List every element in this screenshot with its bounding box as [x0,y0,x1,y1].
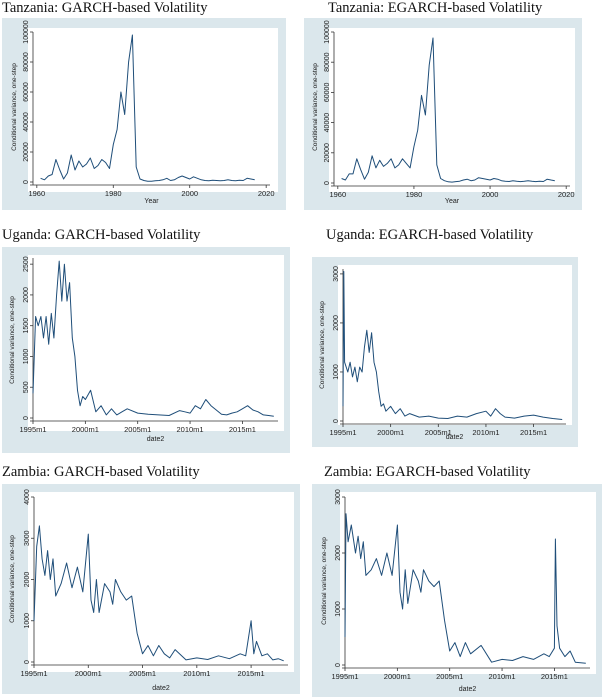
x-tick-label: 1960 [329,190,346,199]
y-tick-label: 2000 [24,572,31,588]
x-tick-label: 2015m1 [541,672,568,681]
y-tick-label: 1000 [24,613,31,629]
chart-title: Tanzania: GARCH-based Volatility [2,0,208,16]
x-tick-label: 1995m1 [20,669,47,678]
chart-panel-uganda-egarch: Uganda: EGARCH-based Volatility 0 1000 200… [302,225,604,457]
series-line [33,525,284,662]
y-tick-label: 100000 [23,20,30,43]
series-line [342,271,563,420]
chart-svg: 0 20000 40000 60000 80000 100000 1960 1980 2000 2… [11,20,275,205]
x-tick-label: 2000m1 [75,669,102,678]
chart-panel-tanzania-garch: Tanzania: GARCH-based Volatility 0 20000 4… [0,0,302,215]
y-tick-label: 0 [335,663,342,667]
y-tick-label: 2000 [23,287,30,303]
y-tick-label: 1500 [23,318,30,334]
y-tick-label: 4000 [24,489,31,505]
x-tick-label: 1980 [105,189,122,198]
x-tick-label: 2000m1 [377,428,404,437]
y-tick-label: 1000 [333,364,340,380]
chart-svg: 0 1000 2000 3000 4000 1995m1 2000m1 2005m1 2010m… [9,489,288,692]
series-line [40,34,255,182]
chart-title: Zambia: GARCH-based Volatility [2,464,200,480]
y-tick-label: 0 [23,180,30,184]
x-tick-label: 2015m1 [520,428,547,437]
x-tick-label: 2000m1 [384,672,411,681]
x-tick-label: 2005m1 [124,425,151,434]
x-axis-label: date2 [459,686,477,693]
x-tick-label: 2005m1 [129,669,156,678]
y-tick-label: 0 [23,416,30,420]
y-tick-label: 40000 [324,113,331,133]
chart-title: Zambia: EGARCH-based Volatility [324,464,531,480]
y-tick-label: 80000 [23,52,30,72]
x-tick-label: 2000 [181,189,198,198]
x-tick-label: 2005m1 [436,672,463,681]
y-tick-label: 3000 [24,530,31,546]
y-tick-label: 1000 [335,601,342,617]
chart-title: Uganda: GARCH-based Volatility [2,227,201,243]
plot-area [338,265,572,425]
series-line [341,37,555,183]
plot-area [28,492,294,672]
chart-title: Tanzania: EGARCH-based Volatility [328,0,543,16]
series-line [344,513,586,664]
y-tick-label: 60000 [23,82,30,102]
y-tick-label: 20000 [324,143,331,163]
y-tick-label: 2000 [333,315,340,331]
x-tick-label: 2000 [482,190,499,199]
y-axis-label: Conditional variance, one-step [312,63,319,151]
y-tick-label: 0 [333,419,340,423]
x-tick-label: 1960 [28,189,45,198]
y-tick-label: 2000 [335,545,342,561]
y-tick-label: 100000 [324,20,331,43]
y-tick-label: 0 [324,181,331,185]
x-tick-label: 2010m1 [183,669,210,678]
chart-panel-zambia-garch: Zambia: GARCH-based Volatility 0 1000 2000… [0,462,302,699]
y-axis-label: Conditional variance, one-step [319,301,326,389]
y-axis-label: Conditional variance, one-step [9,296,16,384]
chart-panel-uganda-garch: Uganda: GARCH-based Volatility 0 500 1000 1… [0,225,302,457]
y-tick-label: 80000 [324,52,331,72]
plot-area [28,255,284,431]
x-axis-label: date2 [152,685,170,692]
y-tick-label: 60000 [324,83,331,103]
x-tick-label: 2010m1 [176,425,203,434]
x-tick-label: 2010m1 [488,672,515,681]
x-tick-label: 2005m1 [425,428,452,437]
chart-svg: 0 1000 2000 3000 1995m1 2000m1 2005m1 2010m1 201… [321,489,590,693]
y-tick-label: 0 [24,660,31,664]
x-tick-label: 2000m1 [72,425,99,434]
y-tick-label: 20000 [23,142,30,162]
chart-title: Uganda: EGARCH-based Volatility [326,227,534,243]
x-axis-label: Year [445,198,460,205]
x-tick-label: 1995m1 [331,672,358,681]
x-tick-label: 2020 [558,190,575,199]
chart-svg: 0 20000 40000 60000 80000 100000 1960 1980 2000 2… [312,20,575,205]
x-tick-label: 2015m1 [238,669,265,678]
x-tick-label: 1980 [406,190,423,199]
plot-area [340,492,596,674]
y-axis-label: Conditional variance, one-step [9,535,16,623]
y-tick-label: 2500 [23,256,30,272]
x-tick-label: 2015m1 [229,425,256,434]
x-axis-label: date2 [147,436,165,443]
chart-svg: 0 500 1000 1500 2000 2500 1995m1 2000m1 2005m1 20… [9,256,278,443]
y-axis-label: Conditional variance, one-step [321,537,328,625]
x-tick-label: 1995m1 [329,428,356,437]
x-tick-label: 2010m1 [472,428,499,437]
y-axis-label: Conditional variance, one-step [11,63,18,151]
x-axis-label: date2 [446,434,464,441]
chart-panel-zambia-egarch: Zambia: EGARCH-based Volatility 0 1000 200… [302,462,604,699]
series-line [32,260,274,417]
chart-svg: 0 1000 2000 3000 1995m1 2000m1 2005m1 2010m1 201… [319,266,566,441]
y-tick-label: 3000 [333,266,340,282]
y-tick-label: 1000 [23,349,30,365]
y-tick-label: 40000 [23,112,30,132]
chart-panel-tanzania-egarch: Tanzania: EGARCH-based Volatility 0 20000… [302,0,604,215]
x-tick-label: 2020 [258,189,275,198]
x-axis-label: Year [144,198,159,205]
y-tick-label: 3000 [335,489,342,505]
x-tick-label: 1995m1 [19,425,46,434]
y-tick-label: 500 [23,381,30,393]
